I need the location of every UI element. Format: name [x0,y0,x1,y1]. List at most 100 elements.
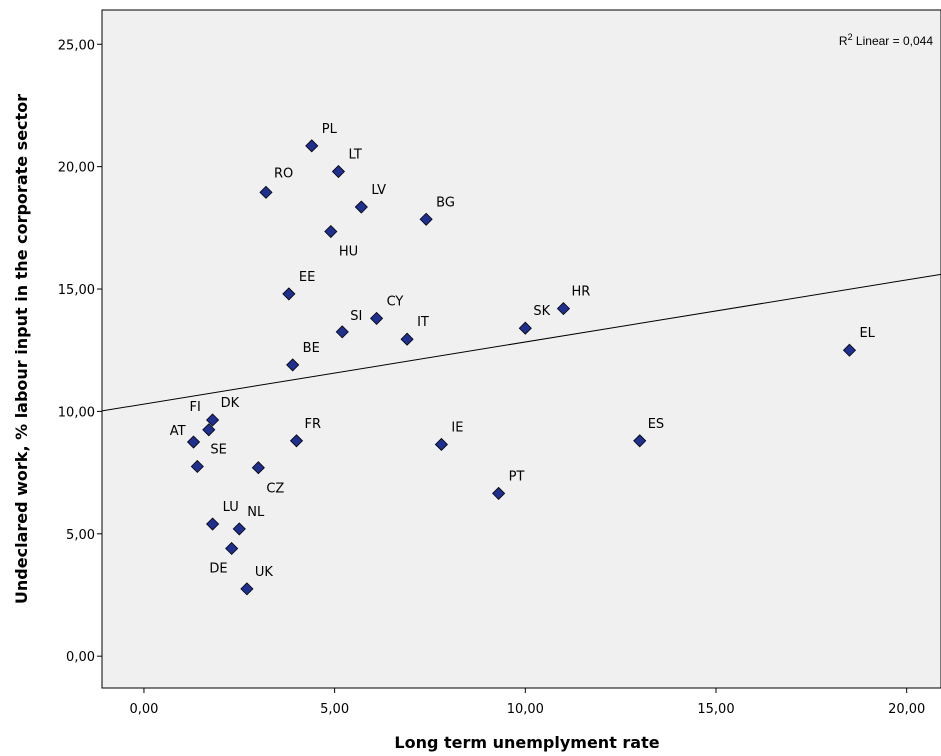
data-point-bg: BG [419,195,455,226]
point-label: CZ [266,482,284,497]
y-tick-label: 25,00 [58,38,95,53]
r-squared-superscript: 2 [848,32,853,42]
diamond-marker [251,461,265,475]
data-point-at: AT [170,424,201,449]
x-tick-label: 15,00 [697,702,734,717]
point-label: IT [417,315,429,330]
data-point-uk: UK [240,565,274,596]
diamond-marker [335,325,349,339]
fit-line-layer [101,273,941,412]
diamond-marker [186,435,201,449]
point-label: LT [348,148,361,163]
point-label: PT [509,469,525,484]
point-label: EE [299,270,315,285]
diamond-marker [225,541,239,556]
diamond-marker [190,459,204,474]
y-tick-label: 5,00 [66,528,95,543]
diamond-marker [419,212,433,226]
point-label: RO [274,166,293,181]
point-label: LU [223,500,239,515]
plot-area [101,9,941,689]
diamond-marker [232,522,246,536]
y-tick-label: 10,00 [58,405,95,420]
point-label: SK [533,304,550,319]
diamond-marker [556,302,571,316]
point-label: DK [221,396,240,411]
diamond-marker [331,164,346,179]
data-point-fi: FI [189,400,216,437]
data-point-pt: PT [492,469,525,500]
data-point-dk: DK [206,396,240,427]
diamond-marker [492,486,506,500]
diamond-marker [305,139,319,153]
point-label: AT [170,424,186,439]
data-point-lv: LV [354,183,386,214]
diamond-marker [206,517,220,531]
diamond-marker [400,332,414,346]
y-tick-label: 20,00 [58,161,95,176]
y-axis-label: Undeclared work, % labour input in the c… [12,94,31,604]
data-point-nl: NL [232,505,265,536]
point-label: HR [571,285,590,300]
data-point-it: IT [400,315,429,346]
point-label: BE [303,341,320,356]
data-point-ie: IE [434,420,463,452]
point-label: SE [210,442,226,457]
axes: 0,00 5,00 10,00 15,00 20,00 0,00 5,00 10,00 15,0… [58,38,926,717]
diamond-marker [518,321,532,335]
r-squared-text: Linear = 0,044 [853,34,934,48]
data-point-hr: HR [556,285,590,316]
x-tick-label: 5,00 [320,702,349,717]
point-label: UK [255,565,274,580]
point-label: HU [339,245,358,260]
r-squared-prefix: R [839,34,848,48]
diamond-marker [354,200,368,214]
point-label: ES [648,417,664,432]
diamond-marker [286,358,300,372]
point-label: BG [436,195,455,210]
data-point-hu: HU [324,224,358,260]
x-tick-label: 0,00 [129,702,158,717]
diamond-marker [324,224,338,239]
point-label: IE [451,420,463,435]
data-point-si: SI [335,309,362,339]
data-point-cz: CZ [251,461,284,497]
data-point-de: DE [209,541,239,576]
diamond-marker [202,423,216,437]
diamond-marker [259,185,273,199]
point-label: DE [209,561,227,576]
diamond-marker [842,343,857,357]
diamond-marker [240,582,254,596]
point-label: PL [322,122,338,137]
r-squared-annotation: R2 Linear = 0,044 [839,32,933,48]
diamond-marker [206,413,220,427]
data-point-fr: FR [289,417,321,448]
diamond-marker [282,287,296,301]
y-tick-label: 15,00 [58,283,95,298]
data-point-se: SE [190,442,227,474]
data-point-es: ES [633,417,664,448]
x-axis-label: Long term unemplyment rate [394,733,659,752]
point-label: CY [387,294,404,309]
linear-fit-line [101,273,941,412]
point-label: FR [304,417,321,432]
data-point-cy: CY [370,294,404,325]
diamond-marker [633,434,647,448]
data-point-pl: PL [305,122,338,153]
point-label: SI [350,309,362,324]
diamond-marker [434,437,448,452]
data-point-ro: RO [259,166,293,199]
diamond-marker [370,311,384,325]
x-tick-label: 10,00 [507,702,544,717]
data-point-lu: LU [206,500,239,531]
x-tick-label: 20,00 [888,702,925,717]
data-point-be: BE [286,341,320,372]
data-point-sk: SK [518,304,551,335]
point-label: NL [247,505,265,520]
point-label: EL [859,326,875,341]
diamond-marker [289,434,304,448]
point-label: FI [189,400,200,415]
data-point-el: EL [842,326,876,357]
